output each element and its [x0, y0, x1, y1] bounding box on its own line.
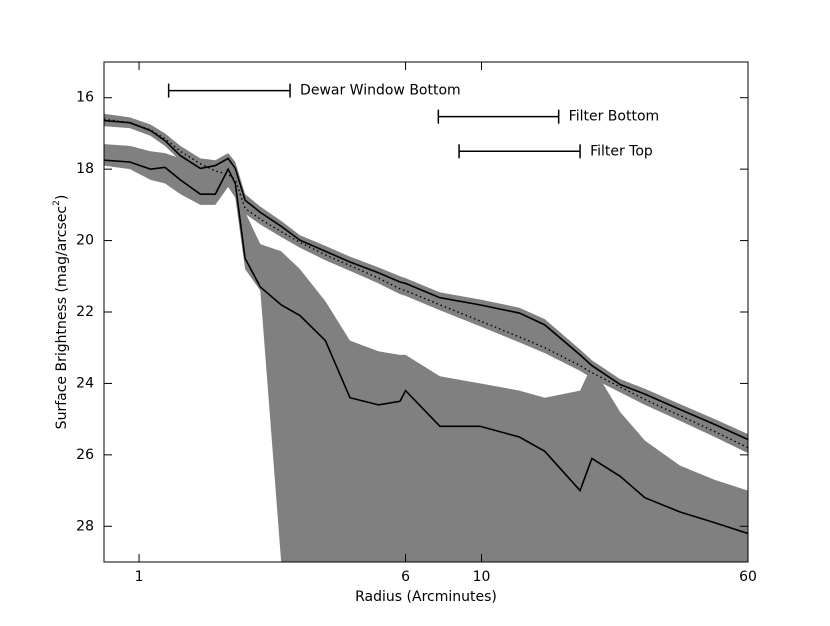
y-tick-label: 24	[76, 375, 94, 391]
y-tick-label: 16	[76, 90, 94, 106]
y-label-sup: 2	[52, 200, 62, 206]
annotation-label: Filter Top	[590, 143, 653, 159]
profile-line	[104, 119, 748, 441]
uncertainty-band	[104, 113, 748, 454]
model-line	[104, 118, 748, 449]
plot-area	[104, 113, 748, 562]
y-label-end: )	[54, 195, 70, 200]
y-tick-label: 26	[76, 447, 94, 463]
annotation-label: Dewar Window Bottom	[300, 83, 461, 99]
y-tick-label: 28	[76, 518, 94, 534]
y-label-main: Surface Brightness (mag/arcsec	[54, 206, 70, 429]
x-tick-label: 6	[401, 569, 410, 585]
x-tick-label: 10	[473, 569, 491, 585]
x-axis-label: Radius (Arcminutes)	[355, 589, 497, 605]
y-tick-label: 18	[76, 161, 94, 177]
y-axis-label: Surface Brightness (mag/arcsec2)	[52, 195, 71, 430]
profile-line	[104, 159, 748, 535]
x-tick-label: 60	[739, 569, 757, 585]
uncertainty-band	[104, 144, 748, 562]
y-tick-label: 20	[76, 233, 94, 249]
x-tick-label: 1	[135, 569, 144, 585]
y-tick-label: 22	[76, 304, 94, 320]
annotation-label: Filter Bottom	[569, 109, 659, 125]
